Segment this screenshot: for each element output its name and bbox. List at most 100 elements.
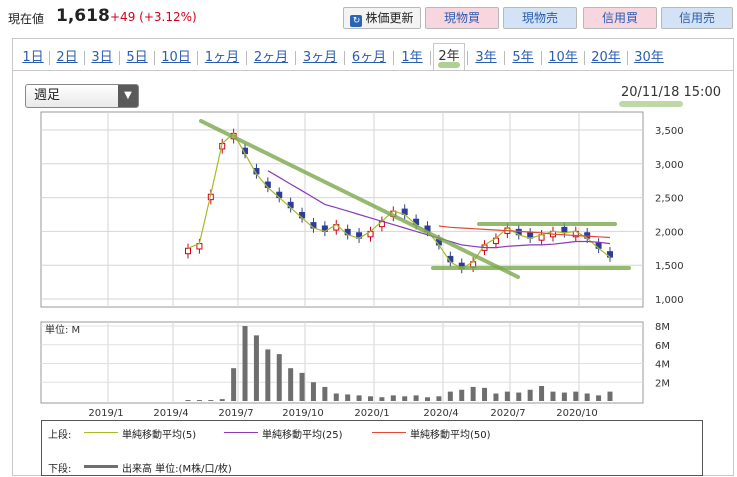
y-tick-label: 2,500 xyxy=(655,194,684,205)
tab-label: 3年 xyxy=(475,50,497,65)
tab-12[interactable]: 3年 xyxy=(470,45,502,71)
moving-average-line-1 xyxy=(187,132,611,270)
price-chart: 2019/1 2019/4 2019/7 2019/10 2020/1 2020/4 202… xyxy=(40,111,684,419)
tab-6[interactable]: 1ヶ月 xyxy=(200,45,244,71)
volume-bar xyxy=(185,400,191,401)
volume-bar xyxy=(447,391,453,401)
refresh-price-label: 株価更新 xyxy=(365,11,414,25)
volume-bar xyxy=(607,391,613,401)
legend-ma25-line xyxy=(224,432,258,433)
tab-label: 1年 xyxy=(401,50,423,65)
tab-2[interactable]: 2日 xyxy=(52,45,82,71)
volume-bar xyxy=(356,395,362,401)
volume-bar xyxy=(482,387,488,401)
volume-bar xyxy=(310,382,316,401)
tab-4[interactable]: 5日 xyxy=(122,45,152,71)
volume-bar xyxy=(367,396,373,401)
tab-1[interactable]: 1日 xyxy=(19,45,47,71)
volume-bar xyxy=(596,395,602,401)
volume-bar xyxy=(402,396,408,401)
volume-bar xyxy=(561,392,567,401)
refresh-price-button[interactable]: ↻ 株価更新 xyxy=(343,7,421,29)
volume-bar xyxy=(242,326,248,401)
price-change: +49 (+3.12%) xyxy=(110,10,197,24)
volume-y-tick-label: 6M xyxy=(655,341,670,352)
volume-bar xyxy=(333,393,339,401)
x-tick-label: 2019/7 xyxy=(218,408,253,419)
volume-bar xyxy=(550,391,556,401)
datetime-highlight-mark xyxy=(619,101,683,107)
volume-bar xyxy=(413,395,419,401)
tab-label: 3ヶ月 xyxy=(302,50,338,65)
tab-label: 30年 xyxy=(634,50,664,65)
current-price: 1,618 xyxy=(56,6,110,26)
legend-ma5: 単純移動平均(5) xyxy=(122,430,197,441)
tabs-divider xyxy=(13,70,733,71)
tab-separator xyxy=(49,51,50,65)
tab-label: 10日 xyxy=(161,50,191,65)
volume-bar xyxy=(345,394,351,401)
margin-sell-button[interactable]: 信用売 xyxy=(661,7,733,29)
volume-bar xyxy=(196,400,202,401)
legend-ma5-line xyxy=(84,432,118,433)
cash-buy-button[interactable]: 現物買 xyxy=(425,7,499,29)
tab-label: 2日 xyxy=(56,50,78,65)
tab-3[interactable]: 3日 xyxy=(87,45,117,71)
volume-bar xyxy=(219,399,225,401)
y-tick-label: 1,000 xyxy=(655,295,684,306)
x-tick-label: 2019/4 xyxy=(153,408,188,419)
tab-5[interactable]: 10日 xyxy=(157,45,195,71)
tab-separator xyxy=(246,51,247,65)
chart-legend: 上段: 単純移動平均(5) 単純移動平均(25) 単純移動平均(50) 下段: … xyxy=(41,420,703,476)
tab-separator xyxy=(119,51,120,65)
volume-plot-frame xyxy=(40,321,644,404)
tab-separator xyxy=(504,51,505,65)
tab-label: 10年 xyxy=(548,50,578,65)
volume-bar xyxy=(539,386,545,401)
cash-sell-button[interactable]: 現物売 xyxy=(503,7,577,29)
x-tick-label: 2019/1 xyxy=(88,408,123,419)
tab-separator xyxy=(295,51,296,65)
tab-separator xyxy=(627,51,628,65)
volume-bar xyxy=(436,396,442,401)
volume-bar xyxy=(584,393,590,401)
volume-bar xyxy=(208,400,214,401)
chevron-down-icon: ▼ xyxy=(118,85,138,107)
volume-bar xyxy=(265,349,271,401)
x-tick-label: 2020/4 xyxy=(423,408,458,419)
volume-bar xyxy=(516,392,522,401)
tab-16[interactable]: 30年 xyxy=(630,45,668,71)
volume-bar xyxy=(470,386,476,401)
tab-label: 3日 xyxy=(91,50,113,65)
volume-bar xyxy=(299,372,305,401)
x-tick-label: 2019/10 xyxy=(282,408,324,419)
candle-period-select[interactable]: 週足 ▼ xyxy=(25,84,139,108)
active-tab-highlight-mark xyxy=(438,62,460,68)
tab-11[interactable]: 2年 xyxy=(433,43,465,71)
tab-14[interactable]: 10年 xyxy=(544,45,582,71)
tab-13[interactable]: 5年 xyxy=(507,45,539,71)
tab-label: 2ヶ月 xyxy=(253,50,289,65)
tab-8[interactable]: 3ヶ月 xyxy=(298,45,342,71)
period-tabs: 1日 2日 3日 5日 10日 1ヶ月 2ヶ月 3ヶ月 6ヶ月 1年 2年 3年 5年 10年 20年 30年 xyxy=(13,43,733,71)
volume-bar xyxy=(253,335,259,401)
volume-unit-label: 単位: M xyxy=(45,323,80,336)
tab-separator xyxy=(84,51,85,65)
legend-ma50-line xyxy=(372,432,406,433)
tab-7[interactable]: 2ヶ月 xyxy=(249,45,293,71)
tab-9[interactable]: 6ヶ月 xyxy=(347,45,391,71)
y-tick-label: 3,500 xyxy=(655,126,684,137)
y-tick-label: 1,500 xyxy=(655,261,684,272)
tab-15[interactable]: 20年 xyxy=(587,45,625,71)
volume-bar xyxy=(504,391,510,401)
volume-bar xyxy=(231,368,237,401)
tab-label: 6ヶ月 xyxy=(351,50,387,65)
volume-bar xyxy=(459,389,465,401)
tab-10[interactable]: 1年 xyxy=(396,45,428,71)
y-tick-label: 2,000 xyxy=(655,227,684,238)
candle-body xyxy=(561,226,568,234)
legend-volume-line xyxy=(84,465,118,468)
volume-bar xyxy=(276,354,282,401)
x-tick-label: 2020/7 xyxy=(490,408,525,419)
margin-buy-button[interactable]: 信用買 xyxy=(583,7,657,29)
